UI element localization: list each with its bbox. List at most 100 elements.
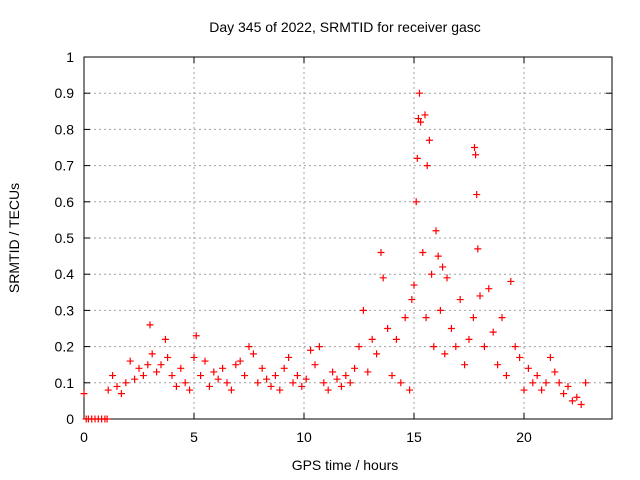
x-tick-label: 20 xyxy=(516,429,532,445)
data-point xyxy=(315,343,323,351)
data-point xyxy=(421,111,429,119)
data-point xyxy=(157,361,165,369)
data-point xyxy=(249,350,257,358)
data-point xyxy=(201,357,209,365)
data-point xyxy=(148,350,156,358)
data-point xyxy=(538,386,546,394)
data-point xyxy=(368,335,376,343)
x-axis-label: GPS time / hours xyxy=(292,457,399,473)
data-point xyxy=(568,397,576,405)
y-tick-label: 0.2 xyxy=(55,339,75,355)
chart-title: Day 345 of 2022, SRMTID for receiver gas… xyxy=(209,19,481,35)
data-point xyxy=(289,379,297,387)
data-point xyxy=(214,375,222,383)
y-tick-labels: 0 0.1 0.2 0.3 0.4 0.5 0.6 0.7 0.8 0.9 1 xyxy=(55,49,75,427)
data-point xyxy=(267,382,275,390)
data-point xyxy=(502,372,510,380)
data-point xyxy=(555,379,563,387)
data-point xyxy=(388,372,396,380)
y-tick-label: 0.7 xyxy=(55,158,75,174)
data-point xyxy=(443,274,451,282)
data-point xyxy=(476,292,484,300)
data-point xyxy=(153,368,161,376)
data-point xyxy=(245,343,253,351)
data-point xyxy=(192,332,200,340)
data-point xyxy=(258,364,266,372)
data-point xyxy=(373,350,381,358)
data-point xyxy=(436,306,444,314)
data-point xyxy=(417,118,425,126)
data-point xyxy=(422,314,430,322)
y-tick-label: 0 xyxy=(66,411,74,427)
data-point xyxy=(161,335,169,343)
data-point xyxy=(144,361,152,369)
data-point xyxy=(511,343,519,351)
data-point xyxy=(416,89,423,97)
data-point xyxy=(232,361,240,369)
data-point xyxy=(456,296,464,304)
data-point xyxy=(379,274,387,282)
data-point xyxy=(205,382,213,390)
y-axis-label: SRMTID / TECUs xyxy=(6,183,22,293)
data-point xyxy=(465,335,473,343)
data-point xyxy=(355,343,363,351)
x-tick-label: 5 xyxy=(190,429,198,445)
data-point xyxy=(432,227,440,235)
axis-ticks xyxy=(83,56,612,420)
data-point xyxy=(392,335,400,343)
data-point xyxy=(337,382,345,390)
data-point xyxy=(397,379,405,387)
data-point xyxy=(564,382,572,390)
data-point xyxy=(293,372,301,380)
data-point xyxy=(307,346,315,354)
data-point xyxy=(302,375,310,383)
data-point xyxy=(494,361,502,369)
data-point xyxy=(401,314,409,322)
data-point xyxy=(236,357,244,365)
data-point xyxy=(413,154,421,162)
data-point xyxy=(425,136,433,144)
data-point xyxy=(423,162,431,170)
data-point xyxy=(469,314,477,322)
data-point xyxy=(168,372,176,380)
grid xyxy=(84,57,612,419)
y-tick-label: 0.3 xyxy=(55,302,75,318)
data-point xyxy=(507,277,515,285)
data-point xyxy=(485,285,493,293)
data-point xyxy=(441,350,449,358)
x-tick-label: 10 xyxy=(296,429,312,445)
data-point xyxy=(223,379,231,387)
data-point xyxy=(408,296,416,304)
data-point xyxy=(139,372,147,380)
x-tick-label: 0 xyxy=(80,429,88,445)
data-point xyxy=(434,252,442,260)
data-point xyxy=(346,379,354,387)
data-point xyxy=(219,364,227,372)
data-point xyxy=(285,353,293,361)
data-point xyxy=(210,368,218,376)
data-point xyxy=(241,372,249,380)
data-point xyxy=(364,368,372,376)
data-point xyxy=(263,375,271,383)
data-point xyxy=(181,379,189,387)
y-tick-label: 0.1 xyxy=(55,375,75,391)
data-point xyxy=(498,314,506,322)
data-point xyxy=(474,245,482,253)
data-point xyxy=(480,343,488,351)
y-tick-label: 0.8 xyxy=(55,121,75,137)
data-point xyxy=(359,306,367,314)
data-point xyxy=(311,361,319,369)
data-point xyxy=(276,386,284,394)
data-points xyxy=(80,89,590,423)
data-point xyxy=(329,368,337,376)
data-point xyxy=(410,281,418,289)
data-point xyxy=(430,343,438,351)
data-point xyxy=(109,372,117,380)
data-point xyxy=(520,386,528,394)
y-tick-label: 0.9 xyxy=(55,85,75,101)
data-point xyxy=(254,379,262,387)
y-tick-label: 0.4 xyxy=(55,266,75,282)
data-point xyxy=(439,263,447,271)
